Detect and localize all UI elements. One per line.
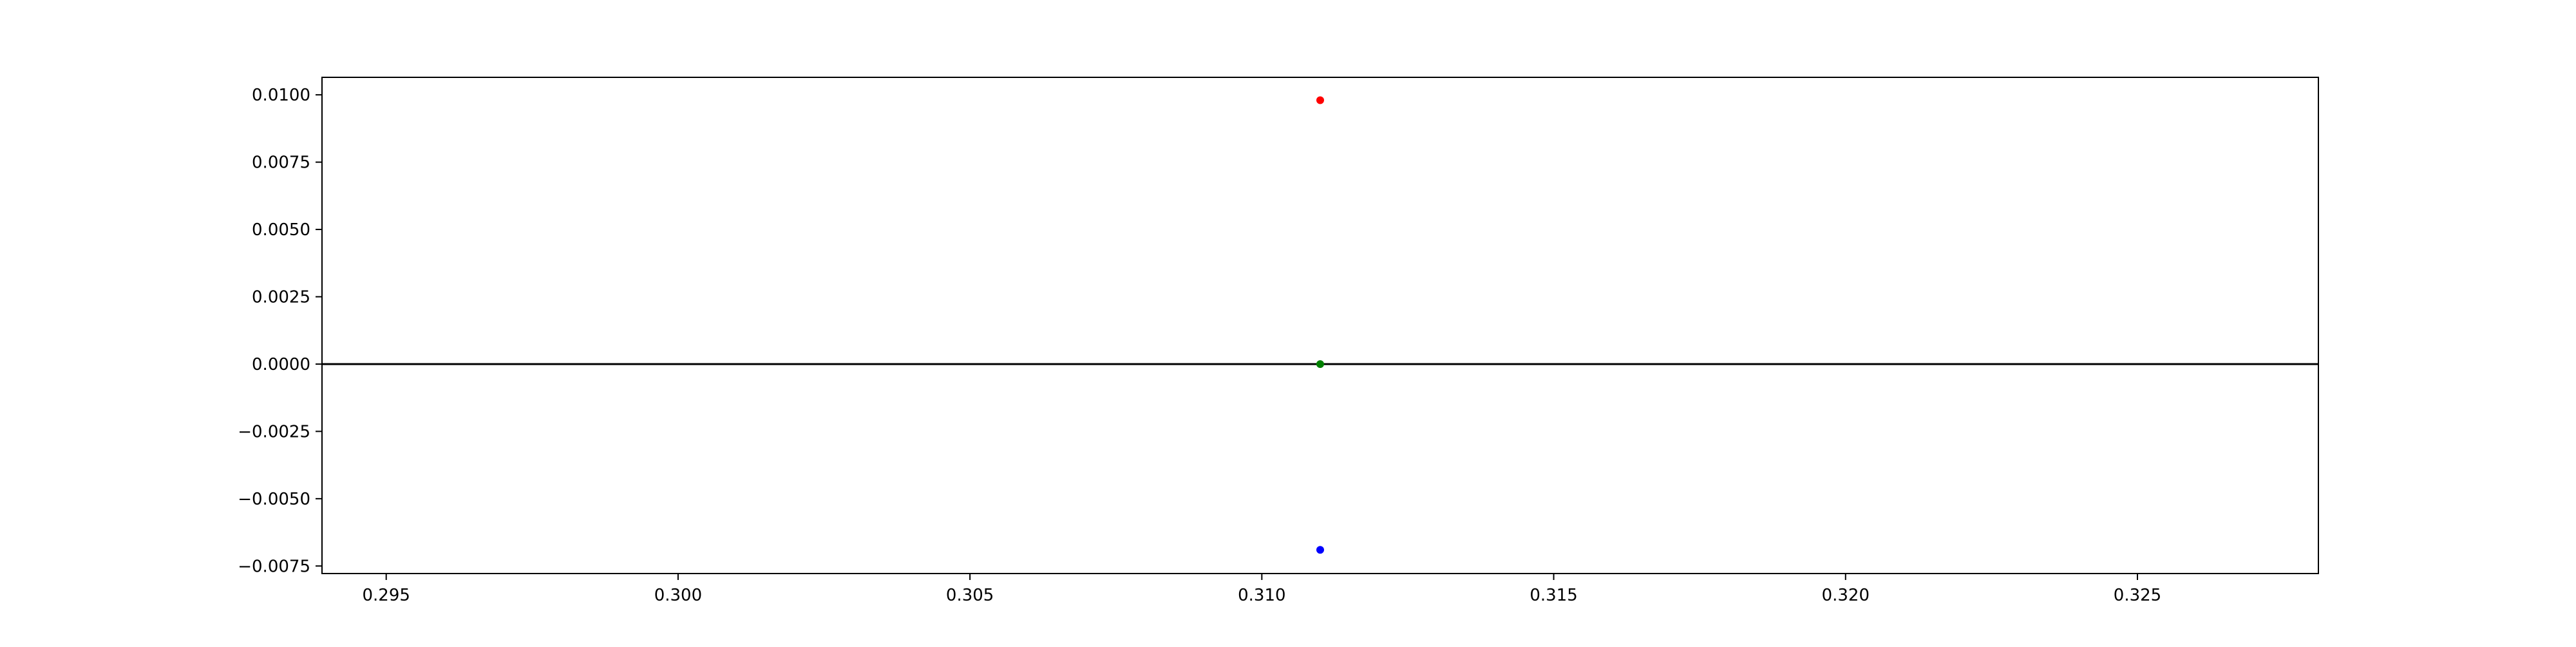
x-tick-label-3: 0.310 <box>1238 586 1285 605</box>
y-tick-label-0: 0.0100 <box>252 86 310 105</box>
x-tick-label-2: 0.305 <box>946 586 994 605</box>
y-axis: 0.0100 0.0075 0.0050 0.0025 0.0000 −0.0025 −0.… <box>238 86 322 576</box>
y-tick-label-1: 0.0075 <box>252 153 310 173</box>
y-tick-label-7: −0.0075 <box>238 557 310 576</box>
data-point-0 <box>1316 96 1324 104</box>
data-point-2 <box>1316 546 1324 554</box>
plot-area <box>321 77 2319 574</box>
x-tick-label-6: 0.325 <box>2114 586 2161 605</box>
x-tick-label-5: 0.320 <box>1822 586 1870 605</box>
y-tick-label-5: −0.0025 <box>238 422 310 441</box>
data-point-1 <box>1316 360 1324 368</box>
plot-frame <box>321 77 2319 574</box>
x-tick-label-4: 0.315 <box>1530 586 1577 605</box>
x-axis: 0.295 0.300 0.305 0.310 0.315 0.320 0.325 <box>362 574 2161 605</box>
y-tick-label-2: 0.0050 <box>252 220 310 240</box>
x-tick-label-0: 0.295 <box>362 586 410 605</box>
y-tick-label-3: 0.0025 <box>252 288 310 307</box>
y-tick-label-4: 0.0000 <box>252 355 310 374</box>
x-tick-label-1: 0.300 <box>654 586 702 605</box>
y-tick-label-6: −0.0050 <box>238 490 310 509</box>
